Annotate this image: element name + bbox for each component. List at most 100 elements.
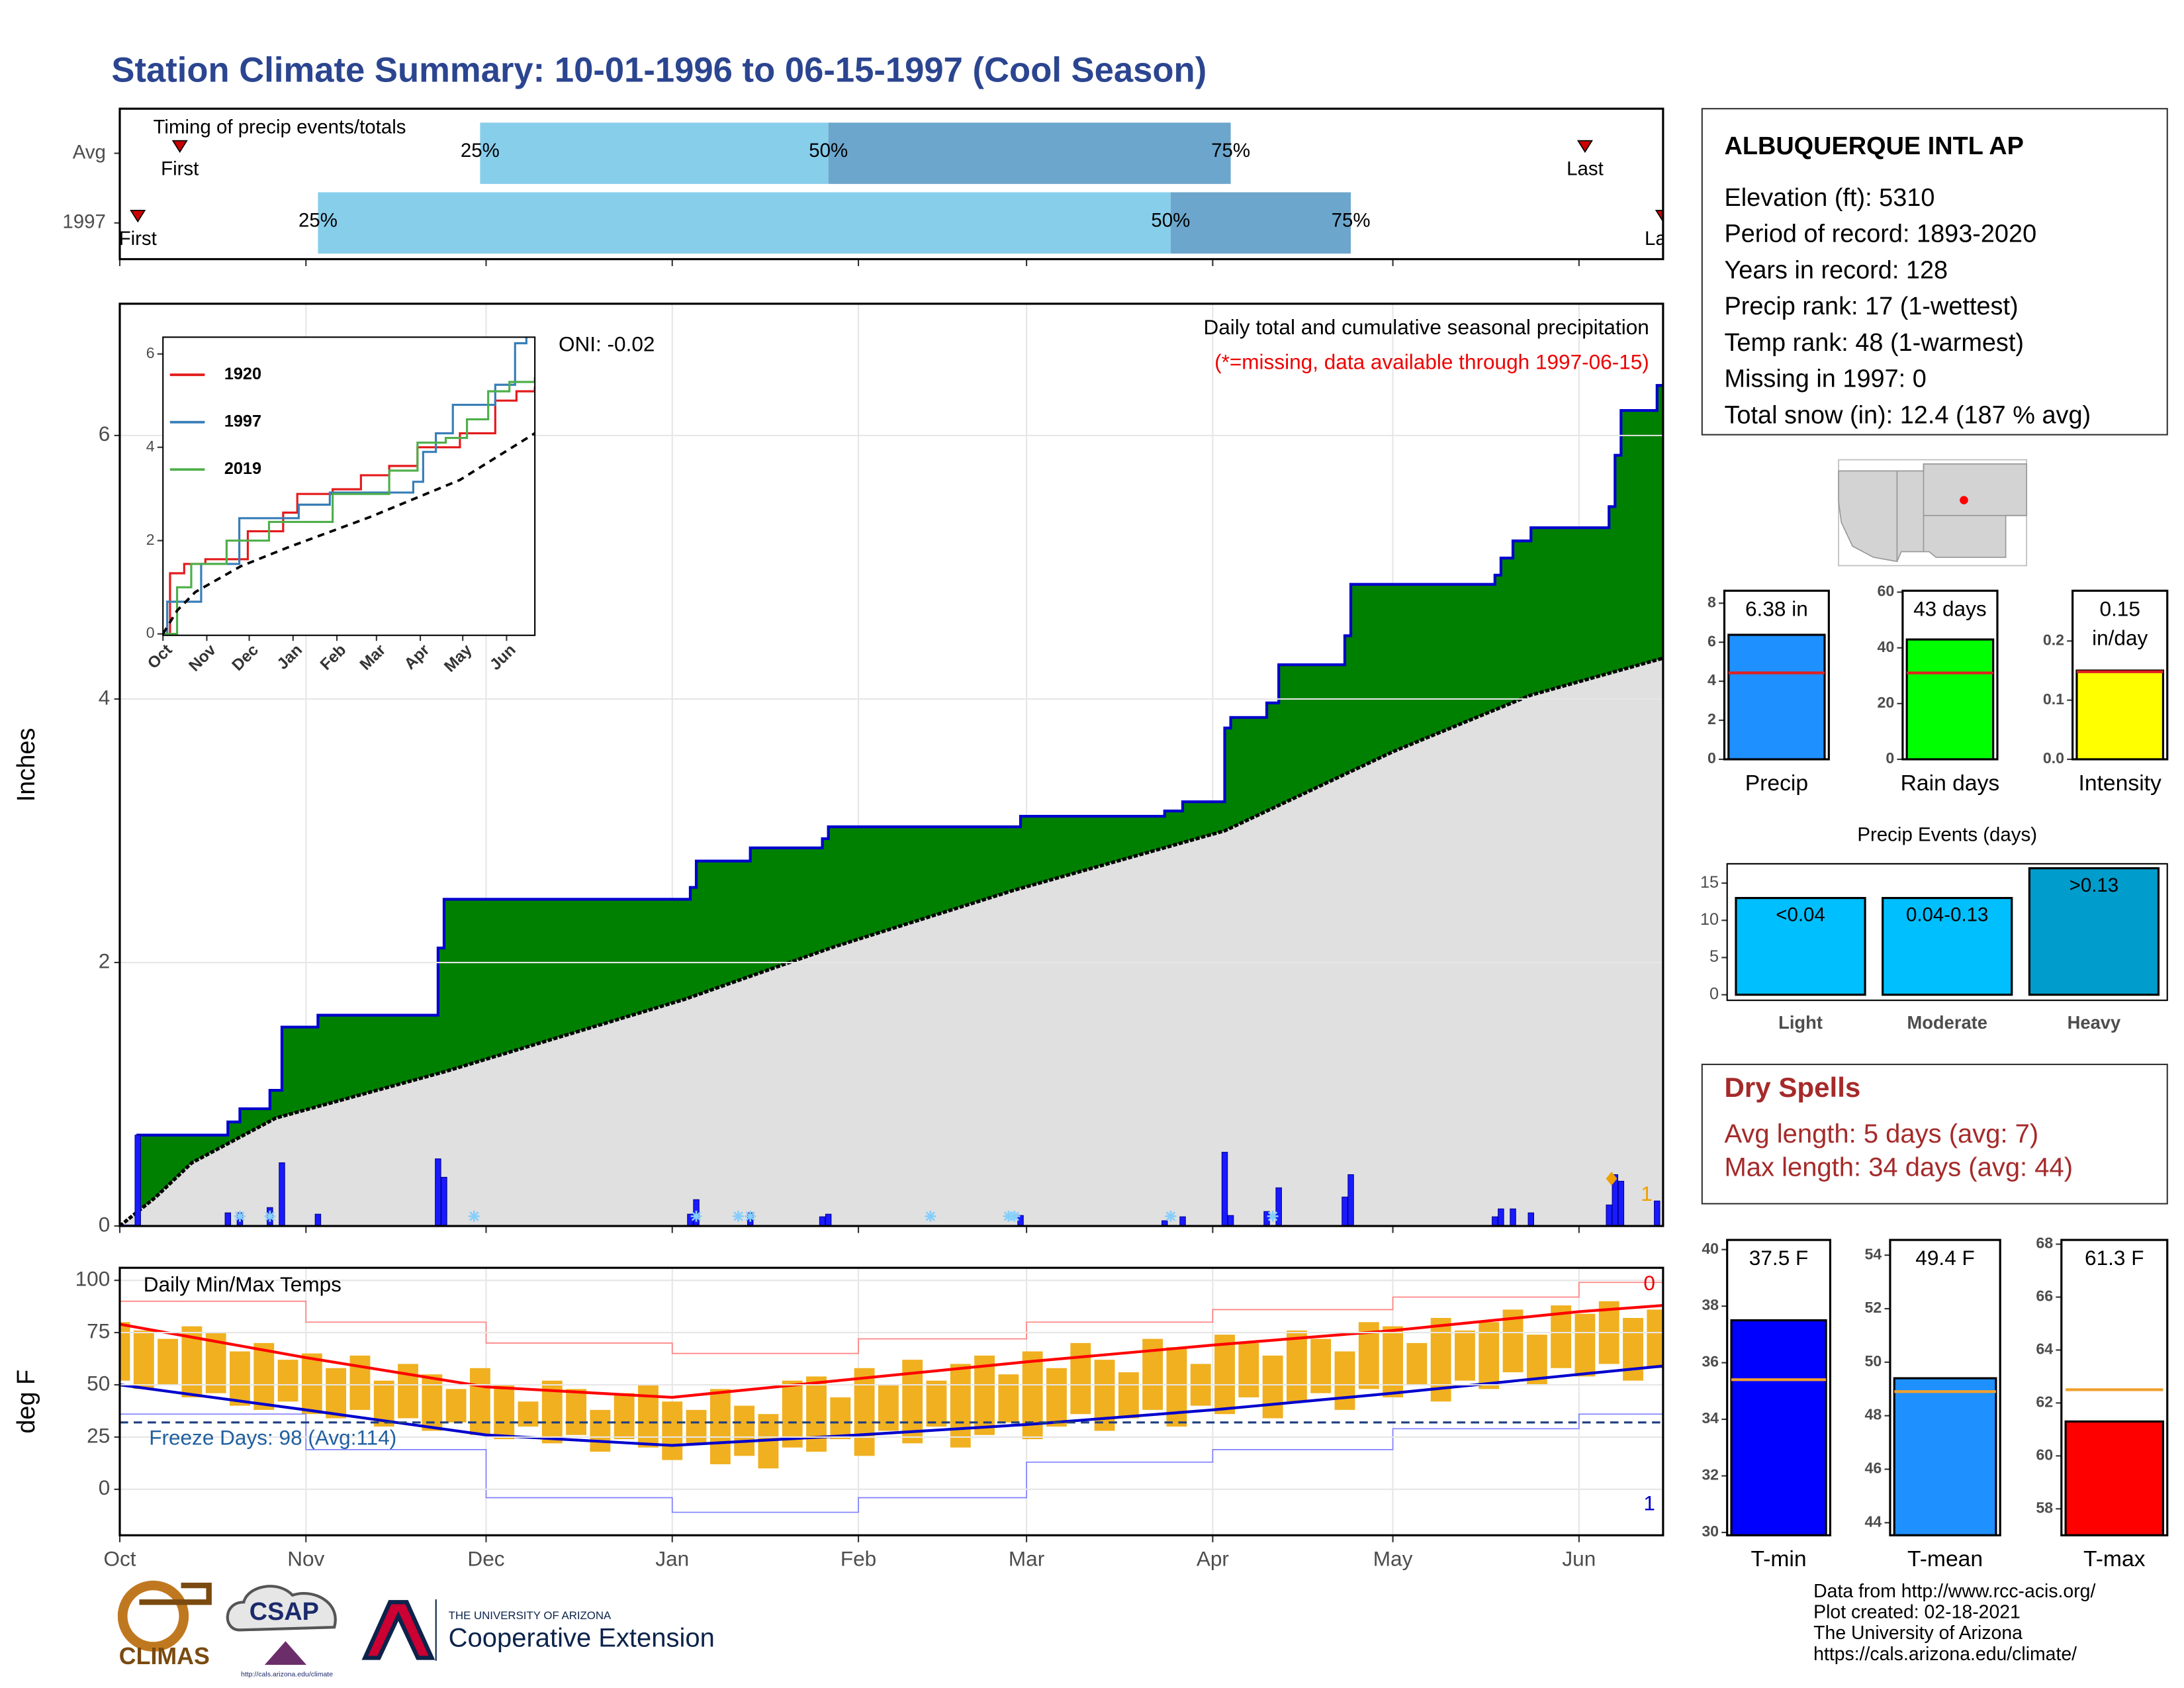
y-tick-label: 68 <box>2036 1235 2053 1252</box>
info-line: Precip rank: 17 (1-wettest) <box>1724 293 2018 320</box>
low-line <box>119 1399 1663 1513</box>
logos: CLIMAS CSAP http://cals.arizona.edu/clim… <box>117 1580 715 1679</box>
info-line: Total snow (in): 12.4 (187 % avg) <box>1724 401 2091 429</box>
y-tick-label: 6 <box>146 344 155 361</box>
temp-range-bar <box>1238 1342 1259 1397</box>
panel-background <box>163 337 535 635</box>
csap-url: http://cals.arizona.edu/climate <box>241 1671 333 1679</box>
location-map <box>1838 459 2028 567</box>
bin-label: >0.13 <box>2070 874 2119 896</box>
y-tick-label: 38 <box>1702 1296 1719 1313</box>
value-label: 43 days <box>1913 597 1987 622</box>
category-label: Light <box>1778 1012 1823 1033</box>
extension-name: Cooperative Extension <box>449 1624 715 1653</box>
daily-bar <box>1527 1212 1535 1227</box>
y-tick-label: 4 <box>146 438 155 455</box>
temp-range-bar <box>926 1380 947 1427</box>
y-tick-label: 0.1 <box>2043 690 2064 708</box>
temp-range-bar <box>1334 1351 1355 1410</box>
temp-range-bar <box>1166 1347 1187 1427</box>
temp-range-bar <box>158 1338 179 1385</box>
station-info: ALBUQUERQUE INTL AP Elevation (ft): 5310… <box>1701 108 2168 436</box>
dry-spells-title: Dry Spells <box>1724 1072 1860 1103</box>
daily-bar <box>819 1216 826 1227</box>
y-tick-label: 2 <box>1707 710 1716 727</box>
timing-bar <box>480 122 829 184</box>
y-tick-label: 40 <box>1877 638 1894 655</box>
temp-range-bar <box>1118 1372 1139 1419</box>
temp-range-bar <box>469 1368 490 1435</box>
x-tick-label: Jun <box>1562 1547 1596 1571</box>
temp-range-bar <box>1214 1335 1235 1415</box>
daily-bar <box>441 1176 447 1227</box>
info-line: Years in record: 128 <box>1724 256 1948 284</box>
daily-bar <box>1606 1204 1612 1227</box>
temp-range-bar <box>806 1376 827 1452</box>
panel-border <box>118 1266 1664 1536</box>
y-tick-label: 30 <box>1702 1523 1719 1540</box>
percent-label: 50% <box>809 140 848 162</box>
temp-range-bar <box>1647 1309 1663 1368</box>
percent-label: 75% <box>1332 209 1371 231</box>
y-tick-label: 60 <box>2036 1446 2053 1463</box>
annotation: ONI: -0.02 <box>559 332 655 355</box>
temp-range-bar <box>445 1389 467 1423</box>
snow-marker <box>745 1210 756 1222</box>
x-tick-label: Jan <box>655 1547 689 1571</box>
event-label: First <box>119 228 157 250</box>
snow-marker <box>1003 1210 1015 1222</box>
temp-range-bar <box>1070 1342 1091 1415</box>
y-tick-label: 100 <box>75 1267 111 1291</box>
daily-bar <box>134 1135 141 1227</box>
climas-emblem <box>139 1582 212 1605</box>
csap-logo-text: CSAP <box>250 1598 319 1626</box>
plot-area <box>2075 669 2165 760</box>
daily-bar <box>1617 1180 1625 1227</box>
timing-bar <box>1170 192 1351 254</box>
flag-marker <box>1606 1172 1617 1186</box>
plot-area <box>119 1268 1663 1536</box>
value-label: 61.3 F <box>2085 1246 2144 1271</box>
y-tick-label: 34 <box>1702 1409 1719 1427</box>
category-label: T-mean <box>1907 1547 1983 1571</box>
temp-range-bar <box>1310 1338 1332 1393</box>
x-tick-label: Apr <box>1197 1547 1229 1571</box>
y-tick-label: 64 <box>2036 1340 2053 1358</box>
climas-emblem <box>117 1580 189 1652</box>
y-tick-label: 46 <box>1865 1460 1882 1477</box>
record-high-count: 0 <box>1643 1271 1655 1295</box>
bar <box>2075 669 2165 760</box>
y-tick-label: 4 <box>99 685 111 709</box>
chart-title: Daily total and cumulative seasonal prec… <box>1203 315 1649 339</box>
temp-range-bar <box>998 1374 1019 1423</box>
snow-marker <box>264 1210 276 1222</box>
temp-range-bar <box>253 1342 275 1410</box>
snow-marker <box>1267 1210 1279 1222</box>
value-label: 49.4 F <box>1915 1246 1975 1271</box>
plot-area <box>2064 1388 2165 1536</box>
temp-range-bar <box>1574 1313 1596 1377</box>
high-line <box>119 1303 1663 1399</box>
y-tick-label: 60 <box>1877 583 1894 600</box>
temp-range-bar <box>950 1364 971 1448</box>
daily-bar <box>825 1213 832 1227</box>
y-tick-label: 40 <box>1702 1240 1719 1257</box>
y-tick-label: 75 <box>87 1319 110 1342</box>
y-tick-label: 0 <box>1886 749 1894 767</box>
y-tick-label: 44 <box>1865 1513 1882 1530</box>
info-box <box>1701 108 2168 436</box>
station-name: ALBUQUERQUE INTL AP <box>1724 132 2023 160</box>
temp-range-bar <box>854 1368 875 1456</box>
percent-label: 25% <box>461 140 500 162</box>
y-tick-label: 0 <box>1707 749 1716 767</box>
page-title: Station Climate Summary: 10-01-1996 to 0… <box>111 50 1206 89</box>
plot-area <box>1730 1319 1827 1536</box>
panel-border <box>118 107 1664 261</box>
temp-range-bar <box>734 1405 755 1456</box>
value-label-box: 61.3 F <box>2085 1246 2144 1271</box>
percent-label: 50% <box>1151 209 1190 231</box>
event-label: First <box>161 158 199 180</box>
bin-label: 0.04-0.13 <box>1906 904 1988 926</box>
